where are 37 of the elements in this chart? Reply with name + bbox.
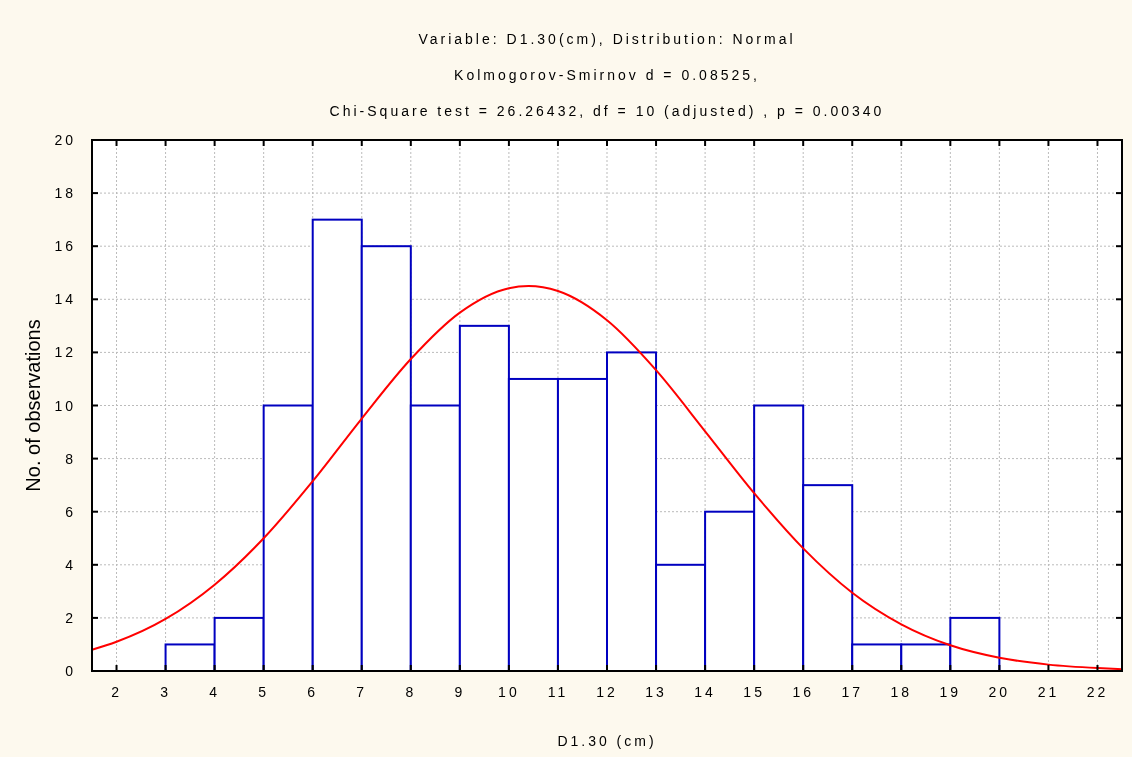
x-tick-label: 12: [596, 684, 618, 700]
text: Kolmogorov-Smirnov d = 0.08525, Chi-Square test = 26.26432, df = 10 (adjusted) , p = 0.00340: [329, 67, 885, 119]
y-tick-label: 10: [54, 397, 76, 414]
x-tick-label: 13: [645, 684, 667, 700]
x-tick-label: 17: [841, 684, 864, 700]
x-tick-label: 21: [1037, 684, 1060, 700]
x-tick-label: 20: [988, 684, 1011, 700]
y-axis-title: No. of observations: [22, 319, 44, 492]
x-tick-label: 9: [454, 684, 466, 700]
x-tick-label: 7: [356, 684, 368, 700]
x-tick-label: 4: [209, 684, 221, 700]
x-tick-label: 11: [547, 684, 569, 700]
x-tick-label: 8: [405, 684, 417, 700]
y-tick-label: 8: [65, 450, 76, 467]
x-tick-label: 19: [939, 684, 962, 700]
x-tick-label: 16: [792, 684, 814, 700]
x-tick-label: 14: [694, 684, 716, 700]
y-tick-label: 0: [65, 663, 76, 679]
x-tick-label: 18: [890, 684, 913, 700]
x-axis-title: D1.30 (cm): [557, 733, 657, 749]
x-tick-label: 10: [498, 684, 520, 700]
line-series: [91, 285, 1123, 671]
y-tick-label: 2: [65, 609, 76, 626]
y-tick-label: 6: [65, 503, 76, 520]
y-tick-label: 12: [54, 344, 76, 361]
y-tick-label: 20: [54, 132, 76, 148]
x-tick-label: 15: [743, 684, 765, 700]
chart-title: Variable: D1.30(cm), Distribution: Normal: [418, 31, 796, 47]
y-tick-label: 14: [54, 291, 76, 308]
x-tick-label: 22: [1086, 684, 1109, 700]
x-tick-label: 6: [307, 684, 319, 700]
x-tick-label: 3: [160, 684, 171, 700]
x-tick-label: 2: [111, 684, 122, 700]
y-tick-label: 18: [54, 185, 76, 202]
y-tick-label: 4: [65, 556, 76, 573]
x-tick-label: 5: [258, 684, 270, 700]
y-tick-label: 16: [54, 238, 76, 255]
